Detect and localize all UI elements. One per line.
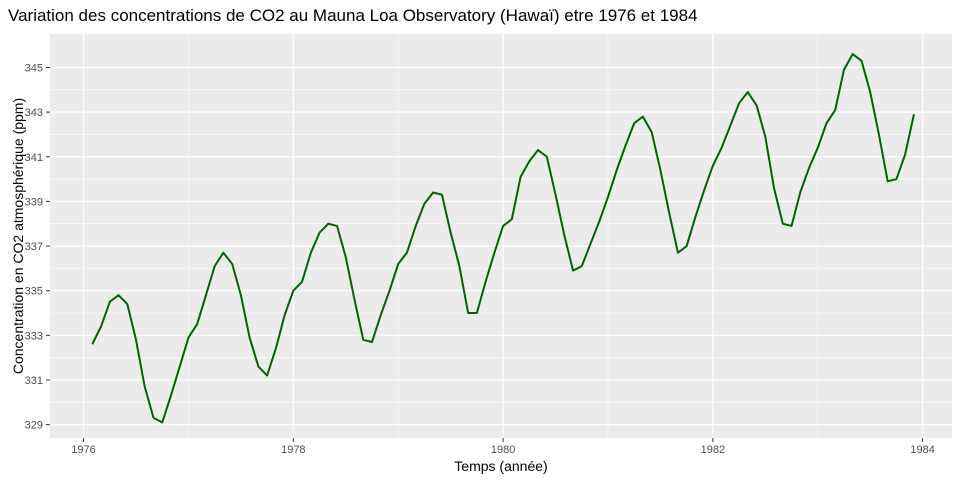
minor-gridlines xyxy=(50,34,952,438)
y-axis-ticks: 329 331 333 335 337 339 341 343 345 xyxy=(25,62,50,432)
y-tick-label: 337 xyxy=(25,241,43,253)
x-axis-ticks: 1976 1978 1980 1982 1984 xyxy=(71,438,935,456)
major-gridlines xyxy=(50,34,952,438)
y-tick-label: 339 xyxy=(25,196,43,208)
x-tick-label: 1982 xyxy=(701,444,725,456)
chart-title: Variation des concentrations de CO2 au M… xyxy=(8,6,698,25)
x-tick-label: 1976 xyxy=(71,444,95,456)
y-axis-title: Concentration en CO2 atmosphérique (ppm) xyxy=(10,98,26,374)
y-tick-label: 345 xyxy=(25,62,43,74)
x-tick-label: 1978 xyxy=(281,444,305,456)
x-tick-label: 1980 xyxy=(491,444,515,456)
y-tick-label: 335 xyxy=(25,286,43,298)
y-tick-label: 341 xyxy=(25,152,43,164)
y-tick-label: 343 xyxy=(25,107,43,119)
x-axis-title: Temps (année) xyxy=(454,458,547,474)
co2-series-line xyxy=(91,53,915,424)
y-tick-label: 333 xyxy=(25,330,43,342)
x-tick-label: 1984 xyxy=(910,444,934,456)
y-tick-label: 329 xyxy=(25,420,43,432)
y-tick-label: 331 xyxy=(25,375,43,387)
plot-panel xyxy=(50,34,952,438)
